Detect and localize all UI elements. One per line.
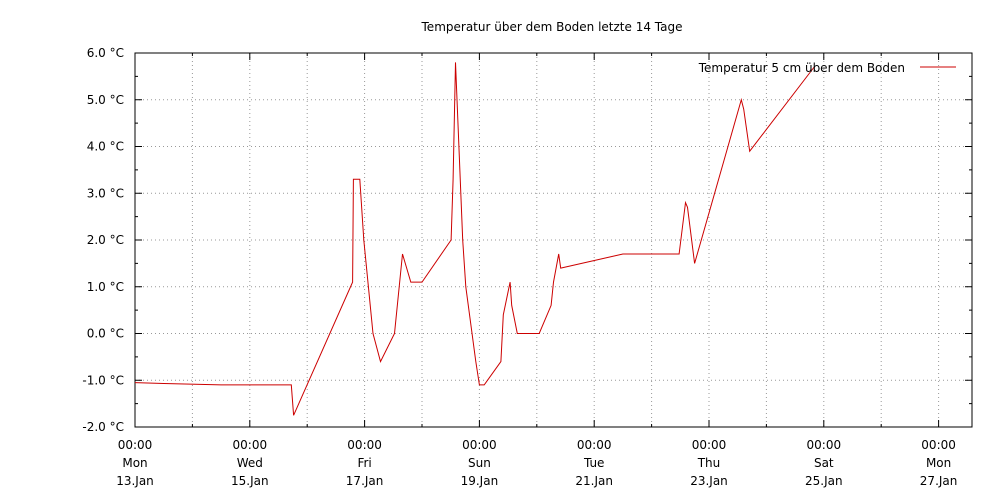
- legend: Temperatur 5 cm über dem Boden: [698, 61, 956, 75]
- y-tick-label: 1.0 °C: [87, 280, 124, 294]
- x-tick-weekday: Mon: [122, 456, 147, 470]
- x-tick-date: 17.Jan: [346, 474, 384, 488]
- x-tick-weekday: Tue: [583, 456, 605, 470]
- legend-label: Temperatur 5 cm über dem Boden: [698, 61, 905, 75]
- x-tick-weekday: Thu: [697, 456, 721, 470]
- x-tick-date: 27.Jan: [920, 474, 958, 488]
- x-tick-date: 23.Jan: [690, 474, 728, 488]
- x-tick-time: 00:00: [118, 438, 153, 452]
- y-tick-label: 0.0 °C: [87, 327, 124, 341]
- series-lines: [134, 62, 815, 416]
- x-tick-weekday: Wed: [237, 456, 263, 470]
- x-tick-time: 00:00: [921, 438, 956, 452]
- temperature-series-line: [134, 62, 815, 416]
- x-tick-weekday: Fri: [357, 456, 371, 470]
- x-tick-date: 15.Jan: [231, 474, 269, 488]
- x-tick-time: 00:00: [577, 438, 612, 452]
- chart-title: Temperatur über dem Boden letzte 14 Tage: [421, 20, 683, 34]
- x-tick-date: 13.Jan: [116, 474, 154, 488]
- x-tick-time: 00:00: [462, 438, 497, 452]
- y-tick-label: -2.0 °C: [82, 420, 124, 434]
- y-tick-label: 3.0 °C: [87, 186, 124, 200]
- x-tick-weekday: Mon: [926, 456, 951, 470]
- x-tick-weekday: Sat: [814, 456, 834, 470]
- y-tick-label: 2.0 °C: [87, 233, 124, 247]
- x-tick-date: 19.Jan: [461, 474, 499, 488]
- y-axis-tick-labels: -2.0 °C -1.0 °C 0.0 °C 1.0 °C 2.0 °C 3.0 °C 4.…: [82, 46, 124, 434]
- x-tick-time: 00:00: [233, 438, 268, 452]
- x-tick-time: 00:00: [692, 438, 727, 452]
- x-tick-time: 00:00: [347, 438, 382, 452]
- x-tick-date: 21.Jan: [575, 474, 613, 488]
- y-tick-label: -1.0 °C: [82, 373, 124, 387]
- x-tick-weekday: Sun: [468, 456, 491, 470]
- x-tick-date: 25.Jan: [805, 474, 843, 488]
- y-tick-label: 4.0 °C: [87, 140, 124, 154]
- x-tick-time: 00:00: [807, 438, 842, 452]
- y-tick-label: 5.0 °C: [87, 93, 124, 107]
- y-tick-label: 6.0 °C: [87, 46, 124, 60]
- axis-ticks: [134, 52, 972, 428]
- x-axis-tick-labels: 00:00 Mon 13.Jan 00:00 Wed 15.Jan 00:00 Fri 17.J…: [116, 438, 957, 488]
